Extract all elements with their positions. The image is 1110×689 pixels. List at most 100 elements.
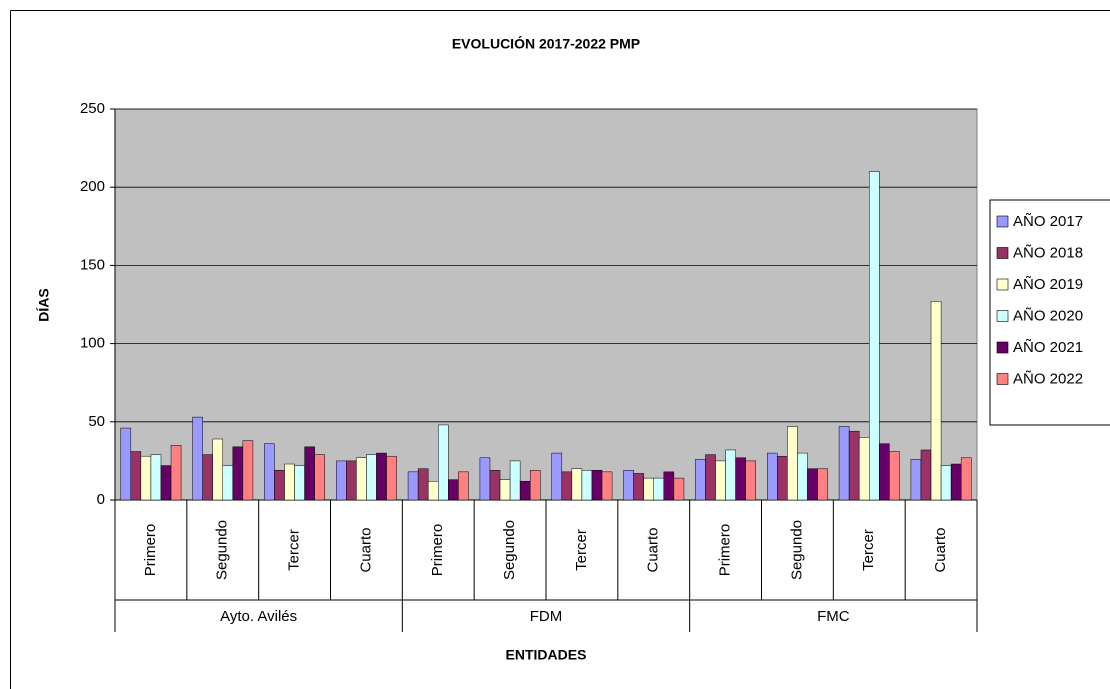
y-tick-label: 250 <box>80 100 105 117</box>
legend-swatch <box>996 278 1009 291</box>
legend-label: AÑO 2019 <box>1013 276 1083 293</box>
bar <box>571 468 583 501</box>
group-label: FDM <box>530 608 563 625</box>
legend-label: AÑO 2022 <box>1013 370 1083 387</box>
bar <box>232 446 244 501</box>
y-tick-label: 200 <box>80 178 105 195</box>
bar <box>509 460 521 501</box>
bar <box>848 430 860 501</box>
bar <box>519 480 531 501</box>
bar <box>529 470 541 501</box>
bar <box>150 454 162 501</box>
group-label: FMC <box>817 608 850 625</box>
x-tick-label: Cuarto <box>357 527 374 572</box>
bar <box>623 470 634 501</box>
bar <box>212 438 223 501</box>
bar <box>591 470 603 501</box>
x-tick-label: Tercer <box>860 529 877 571</box>
bar <box>264 443 275 501</box>
legend-swatch <box>996 247 1009 259</box>
y-tick-label: 150 <box>80 256 105 273</box>
bar <box>879 443 890 501</box>
x-tick-label: Cuarto <box>932 527 949 572</box>
bar <box>335 460 347 501</box>
x-tick-label: Primero <box>717 524 734 577</box>
legend-swatch <box>996 310 1009 322</box>
bar <box>294 465 305 501</box>
bar <box>407 471 419 501</box>
bar <box>561 471 573 501</box>
legend-swatch <box>996 215 1009 228</box>
legend-label: AÑO 2020 <box>1013 307 1083 324</box>
bar <box>120 427 132 501</box>
bar <box>314 454 326 501</box>
bar <box>438 424 449 501</box>
bar <box>797 452 808 501</box>
bar <box>581 470 593 501</box>
bar <box>458 471 469 501</box>
x-tick-label: Primero <box>429 524 446 577</box>
bar <box>551 452 563 501</box>
bar <box>170 445 182 501</box>
x-tick-label: Segundo <box>788 520 805 580</box>
bar <box>920 449 932 501</box>
legend-label: AÑO 2018 <box>1013 244 1083 261</box>
bar <box>777 455 788 501</box>
bar <box>274 470 285 501</box>
bar <box>489 470 501 501</box>
bar <box>766 452 778 501</box>
bar <box>807 468 818 501</box>
bar <box>889 451 900 501</box>
bar <box>950 463 962 501</box>
bar <box>960 457 972 501</box>
bar <box>838 426 850 501</box>
bar <box>222 465 234 501</box>
x-tick-label: Segundo <box>214 520 231 580</box>
bar <box>715 460 726 501</box>
bar <box>653 477 665 501</box>
bar <box>735 457 746 501</box>
bar <box>663 471 675 501</box>
legend-label: AÑO 2017 <box>1013 213 1083 230</box>
bar <box>140 455 152 501</box>
bar <box>376 452 387 501</box>
legend-swatch <box>996 373 1009 385</box>
bar <box>940 465 952 501</box>
bar <box>745 460 757 501</box>
bar <box>479 457 491 501</box>
bar <box>130 451 142 501</box>
x-tick-label: Tercer <box>286 529 303 571</box>
bar <box>202 454 213 501</box>
x-tick-label: Tercer <box>573 529 590 571</box>
x-tick-label: Cuarto <box>645 527 662 572</box>
bar <box>817 468 828 501</box>
x-axis-label: ENTIDADES <box>506 647 587 663</box>
bar <box>930 301 942 501</box>
legend-swatch <box>996 341 1009 354</box>
bar <box>160 465 172 501</box>
bar <box>386 455 397 501</box>
legend-box <box>989 199 1110 426</box>
bar <box>725 449 736 501</box>
bar <box>499 479 511 501</box>
chart-title: EVOLUCIÓN 2017-2022 PMP <box>452 35 640 52</box>
bar <box>366 454 377 501</box>
bar <box>242 440 254 501</box>
bar <box>673 477 685 501</box>
bar <box>910 459 922 501</box>
bar <box>705 454 716 501</box>
bar <box>448 479 459 501</box>
bar <box>304 446 315 501</box>
bar <box>427 480 439 501</box>
bar <box>695 459 706 501</box>
bar <box>869 171 880 501</box>
x-tick-label: Primero <box>142 524 159 577</box>
y-tick-label: 100 <box>80 335 105 352</box>
bar <box>346 460 357 501</box>
bar <box>284 463 295 501</box>
legend-label: AÑO 2021 <box>1013 339 1083 356</box>
y-tick-label: 50 <box>88 413 105 430</box>
bar <box>417 468 429 501</box>
bar <box>643 477 655 501</box>
